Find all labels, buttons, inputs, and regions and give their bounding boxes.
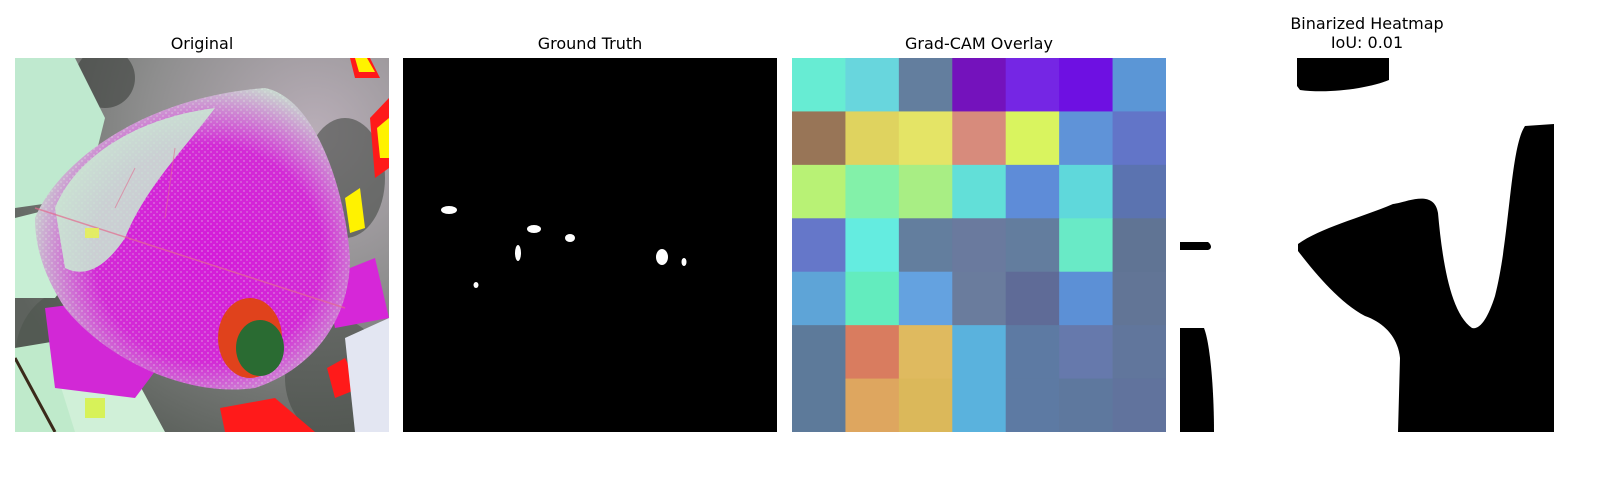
heatmap-cell	[792, 378, 846, 432]
heatmap-cell	[1112, 218, 1166, 273]
heatmap-cell	[1059, 325, 1114, 380]
ground-truth-panel: Ground Truth	[403, 0, 777, 440]
heatmap-cell	[792, 111, 846, 166]
mask-spot	[527, 225, 541, 233]
heatmap-cell	[898, 271, 953, 326]
heatmap-cell	[1112, 325, 1166, 380]
heatmap-cell	[952, 164, 1007, 219]
heatmap-cell	[952, 378, 1007, 432]
mask-spot	[473, 282, 479, 288]
heatmap-cell	[845, 218, 900, 273]
mask-region	[1180, 328, 1214, 432]
mask-spot	[441, 206, 457, 214]
gradcam-title: Grad-CAM Overlay	[905, 34, 1053, 53]
heatmap-cell	[952, 58, 1007, 112]
heatmap-cell	[952, 325, 1007, 380]
heatmap-cell	[845, 111, 900, 166]
heatmap-cell	[845, 164, 900, 219]
heatmap-cell	[1059, 218, 1114, 273]
heatmap-cell	[1005, 164, 1060, 219]
heatmap-cell	[792, 164, 846, 219]
mask-region	[1180, 242, 1211, 250]
iou-label: IoU: 0.01	[1330, 33, 1404, 52]
ground-truth-image	[403, 58, 777, 432]
gradcam-panel: Grad-CAM Overlay	[792, 0, 1166, 440]
heatmap-cell	[898, 378, 953, 432]
heatmap-cell	[1005, 378, 1060, 432]
gradcam-image	[792, 58, 1166, 432]
heatmap-cell	[898, 164, 953, 219]
mask-spot	[515, 245, 521, 261]
heatmap-cell	[1005, 325, 1060, 380]
heatmap-cell	[1112, 271, 1166, 326]
heatmap-cell	[1112, 111, 1166, 166]
mask-spot	[656, 249, 668, 265]
heatmap-cell	[792, 325, 846, 380]
binarized-title: Binarized Heatmap IoU: 0.01	[1180, 14, 1554, 52]
heatmap-cell	[1059, 111, 1114, 166]
heatmap-cell	[1112, 58, 1166, 112]
mask-region	[1297, 58, 1389, 92]
heatmap-cell	[792, 218, 846, 273]
heatmap-cell	[952, 271, 1007, 326]
heatmap-cell	[1005, 111, 1060, 166]
heatmap-cell	[1059, 271, 1114, 326]
heatmap-cell	[1059, 378, 1114, 432]
heatmap-cell	[898, 325, 953, 380]
original-title: Original	[170, 34, 234, 53]
heatmap-cell	[898, 58, 953, 112]
binarized-image	[1180, 58, 1554, 432]
heatmap-cell	[1112, 378, 1166, 432]
binarized-title-line1: Binarized Heatmap	[1290, 14, 1444, 33]
heatmap-cell	[1059, 58, 1114, 112]
original-image	[15, 58, 389, 432]
heatmap-cell	[1005, 271, 1060, 326]
mask-spot	[681, 258, 687, 266]
mask-spot	[565, 234, 575, 242]
heatmap-cell	[845, 325, 900, 380]
original-panel: Original	[15, 0, 389, 440]
heatmap-cell	[845, 378, 900, 432]
heatmap-cell	[898, 218, 953, 273]
heatmap-cell	[952, 218, 1007, 273]
heatmap-cell	[1005, 58, 1060, 112]
heatmap-cell	[1112, 164, 1166, 219]
heatmap-cell	[792, 271, 846, 326]
heatmap-cell	[898, 111, 953, 166]
mask-region	[1298, 124, 1554, 432]
heatmap-cell	[1059, 164, 1114, 219]
ground-truth-title: Ground Truth	[537, 34, 643, 53]
heatmap-cell	[952, 111, 1007, 166]
heatmap-cell	[792, 58, 846, 112]
heatmap-cell	[845, 271, 900, 326]
heatmap-cell	[1005, 218, 1060, 273]
binarized-panel: Binarized Heatmap IoU: 0.01	[1180, 0, 1554, 440]
heatmap-cell	[845, 58, 900, 112]
